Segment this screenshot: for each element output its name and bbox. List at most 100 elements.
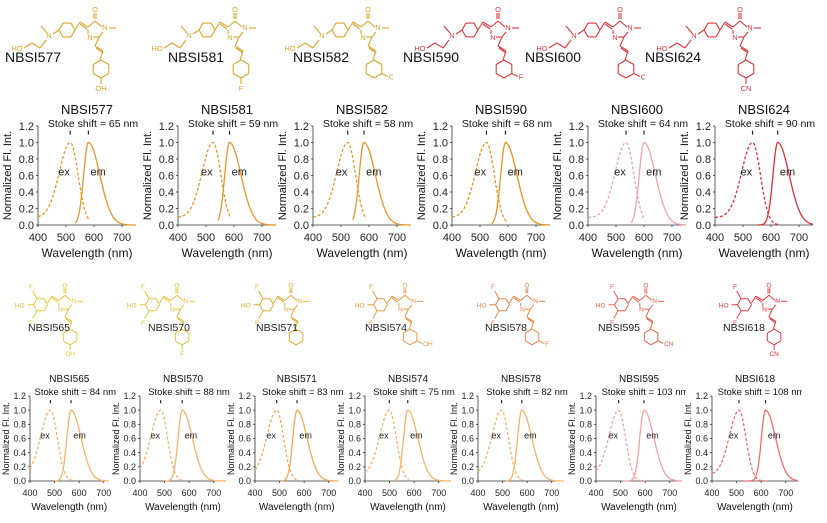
bond: [620, 47, 629, 54]
bond: [69, 328, 78, 334]
bond: [614, 304, 619, 312]
bond: [159, 295, 165, 304]
bond: [331, 22, 337, 31]
atom-label-n: N: [411, 298, 416, 305]
y-tick-label: 1.2: [579, 391, 592, 401]
bond: [732, 20, 741, 28]
y-tick-label: 0.8: [348, 419, 361, 429]
chemical-structure: F HO F O N N CN: [719, 282, 788, 358]
chart-title: NBSI565: [49, 374, 89, 385]
y-tick-label: 0.0: [238, 476, 251, 486]
y-tick-label: 0.2: [696, 203, 711, 215]
bond: [501, 31, 507, 38]
excitation-curve: [29, 409, 73, 482]
x-tick-label: 700: [388, 232, 406, 244]
bond: [180, 321, 185, 330]
bond: [482, 23, 491, 30]
bond: [737, 298, 742, 306]
y-tick-label: 0.0: [159, 220, 174, 232]
bond: [289, 340, 297, 346]
bond: [513, 297, 521, 303]
excitation-curve: [254, 409, 299, 482]
y-tick-label: 1.0: [19, 137, 34, 149]
bond: [407, 304, 413, 310]
atom-label-n: N: [762, 307, 767, 314]
atom-label-ho: HO: [719, 302, 729, 309]
bond: [497, 45, 507, 52]
bond: [511, 73, 519, 77]
bond: [650, 328, 659, 334]
y-tick-label: 1.2: [569, 121, 584, 133]
y-axis-label: Normalized Fl. Int.: [567, 402, 577, 475]
y-tick-label: 0.2: [238, 462, 251, 472]
bond: [490, 20, 499, 28]
atom-label-n: N: [87, 33, 92, 42]
bond: [163, 297, 171, 303]
excitation-curve: [595, 409, 646, 482]
bond: [583, 29, 589, 38]
bond: [43, 298, 48, 306]
y-axis-label: Normalized Fl. Int.: [1, 402, 11, 475]
bond: [619, 20, 628, 28]
bond: [33, 298, 38, 306]
bond: [365, 73, 375, 79]
bond: [494, 290, 500, 299]
bond: [32, 310, 38, 319]
y-tick-label: 1.0: [433, 137, 448, 149]
bond: [531, 328, 540, 334]
y-tick-label: 0.2: [433, 203, 448, 215]
x-tick-label: 700: [321, 488, 336, 498]
bond: [295, 328, 304, 334]
y-tick-label: 1.0: [569, 137, 584, 149]
bond: [538, 340, 545, 344]
x-axis-label: Wavelength (nm): [31, 502, 107, 513]
chart-title: NBSI624: [738, 102, 790, 117]
bond: [177, 318, 185, 324]
bond: [526, 294, 534, 301]
x-tick-label: 600: [297, 488, 312, 498]
bond: [64, 294, 72, 301]
bond: [175, 328, 183, 334]
ex-label: ex: [614, 167, 626, 179]
x-tick-label: 700: [96, 488, 111, 498]
bond: [617, 73, 627, 79]
stoke-shift-label: Stoke shift = 68 nm: [462, 118, 552, 130]
y-tick-label: 0.8: [569, 154, 584, 166]
y-tick-label: 0.6: [433, 170, 448, 182]
ex-label: ex: [150, 431, 160, 441]
spectrum-chart: NBSI570 Stoke shift = 88 nm 0.0 0.2 0.4 0.6 0.…: [111, 374, 230, 513]
bond: [736, 290, 742, 299]
excitation-curve: [451, 141, 508, 223]
bond: [94, 36, 100, 47]
y-tick-label: 0.0: [579, 476, 592, 486]
atom-label-ho: HO: [284, 44, 295, 53]
x-tick-label: 400: [132, 488, 147, 498]
bond: [367, 45, 377, 52]
bond: [434, 42, 444, 49]
bond: [32, 290, 38, 299]
y-tick-label: 0.2: [569, 203, 584, 215]
bond: [290, 294, 298, 301]
emission-curve: [165, 409, 226, 482]
bond: [409, 340, 418, 346]
bond: [155, 304, 160, 312]
bond: [772, 321, 777, 330]
bond: [52, 29, 60, 35]
bond: [685, 25, 693, 34]
bond: [47, 295, 53, 304]
bond: [599, 21, 606, 31]
bond: [181, 328, 190, 334]
y-tick-label: 1.0: [348, 405, 361, 415]
bond: [198, 22, 204, 31]
y-tick-label: 0.8: [19, 154, 34, 166]
bond: [495, 304, 500, 312]
bond: [624, 50, 629, 61]
y-tick-label: 0.4: [238, 448, 251, 458]
ex-label: ex: [201, 167, 213, 179]
bond: [737, 59, 747, 65]
y-tick-label: 0.2: [294, 203, 309, 215]
bond: [360, 20, 369, 28]
y-tick-label: 1.0: [696, 137, 711, 149]
atom-label-o: O: [174, 282, 179, 289]
